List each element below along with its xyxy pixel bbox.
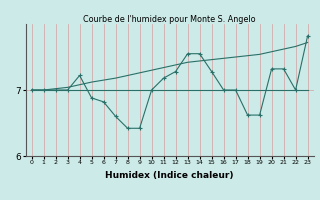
X-axis label: Humidex (Indice chaleur): Humidex (Indice chaleur) xyxy=(105,171,234,180)
Title: Courbe de l'humidex pour Monte S. Angelo: Courbe de l'humidex pour Monte S. Angelo xyxy=(83,15,256,24)
